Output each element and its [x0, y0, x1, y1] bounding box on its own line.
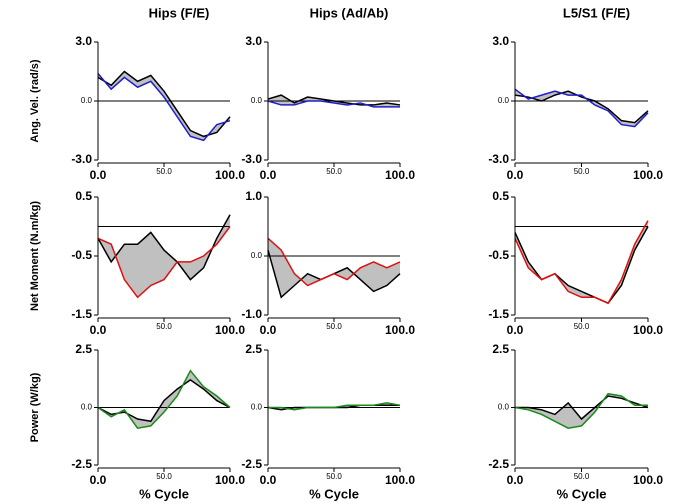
y-tick-label: -3.0: [488, 152, 509, 166]
x-tick-label: 0.0: [260, 168, 277, 182]
band: [515, 393, 648, 429]
series-line: [514, 220, 649, 305]
series-line: [514, 226, 649, 305]
y-tick-label: 3.0: [245, 34, 262, 48]
y-tick-label: 0.0: [251, 403, 263, 412]
x-tick-label: 50.0: [574, 472, 590, 481]
panel: Hips (Ad/Ab) -3.0 0.0 3.0 0.0 50.0 100.0: [241, 5, 415, 182]
panel: % Cycle -2.5 0.0 2.5 0.0 50.0 100.0: [241, 342, 415, 501]
x-tick-label: 50.0: [326, 322, 342, 331]
y-axis-label: Power (W/kg): [29, 372, 41, 442]
band: [98, 370, 230, 429]
panel: Power (W/kg) % Cycle -2.5 0.0 2.5 0.0 50.0 100.…: [29, 342, 245, 501]
y-tick-label: 3.0: [492, 34, 509, 48]
panel: Net Moment (N.m/kg) -1.5 -0.5 0.5 0.0 50.0 100…: [29, 189, 245, 337]
x-tick-label: 100.0: [385, 168, 415, 182]
panel: Hips (F/E) Ang. Vel. (rad/s) -3.0 0.0 3.0 0.0…: [29, 5, 245, 182]
y-tick-label: -1.5: [71, 307, 92, 321]
x-tick-label: 100.0: [215, 168, 245, 182]
column-title: L5/S1 (F/E): [563, 5, 630, 20]
panel: % Cycle -2.5 0.0 2.5 0.0 50.0 100.0: [488, 342, 663, 501]
x-tick-label: 50.0: [156, 322, 172, 331]
y-axis-label: Net Moment (N.m/kg): [29, 201, 41, 311]
y-tick-label: 0.0: [498, 403, 510, 412]
x-tick-label: 50.0: [156, 472, 172, 481]
x-tick-label: 0.0: [260, 323, 277, 337]
y-tick-label: 2.5: [492, 342, 509, 356]
x-axis-label: % Cycle: [139, 486, 189, 501]
panel: -1.0 0.0 1.0 0.0 50.0 100.0: [241, 189, 415, 337]
x-tick-label: 50.0: [574, 167, 590, 176]
series-line: [267, 100, 400, 108]
series-line: [514, 88, 649, 128]
y-tick-label: 2.5: [75, 342, 92, 356]
x-tick-label: 50.0: [574, 322, 590, 331]
y-tick-label: -2.5: [241, 457, 262, 471]
y-axis-label: Ang. Vel. (rad/s): [29, 59, 41, 142]
band: [268, 238, 400, 298]
y-tick-label: 1.0: [245, 189, 262, 203]
series-line: [514, 392, 648, 429]
x-tick-label: 0.0: [90, 473, 107, 487]
x-tick-label: 0.0: [260, 473, 277, 487]
x-tick-label: 100.0: [385, 473, 415, 487]
y-tick-label: -3.0: [71, 152, 92, 166]
panel: -1.5 -0.5 0.5 0.0 50.0 100.0: [488, 189, 663, 337]
x-tick-label: 100.0: [215, 473, 245, 487]
series-line: [97, 226, 231, 299]
series-line: [97, 378, 231, 423]
y-tick-label: 0.5: [492, 189, 509, 203]
band: [98, 71, 230, 141]
y-tick-label: 0.0: [81, 403, 93, 412]
x-tick-label: 100.0: [633, 473, 663, 487]
y-tick-label: 2.5: [245, 342, 262, 356]
x-axis-label: % Cycle: [309, 486, 359, 501]
x-tick-label: 100.0: [385, 323, 415, 337]
y-tick-label: -2.5: [71, 457, 92, 471]
x-tick-label: 100.0: [633, 168, 663, 182]
x-tick-label: 0.0: [90, 168, 107, 182]
x-tick-label: 50.0: [326, 167, 342, 176]
y-tick-label: 0.0: [81, 96, 93, 105]
y-tick-label: -0.5: [488, 248, 509, 262]
y-tick-label: 0.0: [251, 96, 263, 105]
x-axis-label: % Cycle: [557, 486, 607, 501]
series-line: [267, 237, 401, 287]
series-line: [514, 90, 649, 124]
x-tick-label: 50.0: [156, 167, 172, 176]
x-tick-label: 100.0: [215, 323, 245, 337]
series-line: [97, 369, 231, 430]
panel: L5/S1 (F/E) -3.0 0.0 3.0 0.0 50.0 100.0: [488, 5, 663, 182]
series-line: [268, 402, 401, 411]
x-tick-label: 0.0: [90, 323, 107, 337]
y-tick-label: -2.5: [488, 457, 509, 471]
column-title: Hips (Ad/Ab): [310, 5, 389, 20]
y-tick-label: -1.5: [488, 307, 509, 321]
x-tick-label: 50.0: [326, 472, 342, 481]
y-tick-label: 3.0: [75, 34, 92, 48]
x-tick-label: 0.0: [507, 323, 524, 337]
y-tick-label: -3.0: [241, 152, 262, 166]
series-line: [267, 94, 401, 106]
x-tick-label: 100.0: [633, 323, 663, 337]
y-tick-label: 0.0: [498, 96, 510, 105]
column-title: Hips (F/E): [149, 5, 210, 20]
y-tick-label: 0.0: [251, 251, 263, 260]
series-line: [97, 72, 231, 142]
x-tick-label: 0.0: [507, 168, 524, 182]
band: [98, 214, 230, 298]
y-tick-label: -1.0: [241, 307, 262, 321]
y-tick-label: -0.5: [71, 248, 92, 262]
series-line: [97, 214, 231, 281]
y-tick-label: 0.5: [75, 189, 92, 203]
x-tick-label: 0.0: [507, 473, 524, 487]
